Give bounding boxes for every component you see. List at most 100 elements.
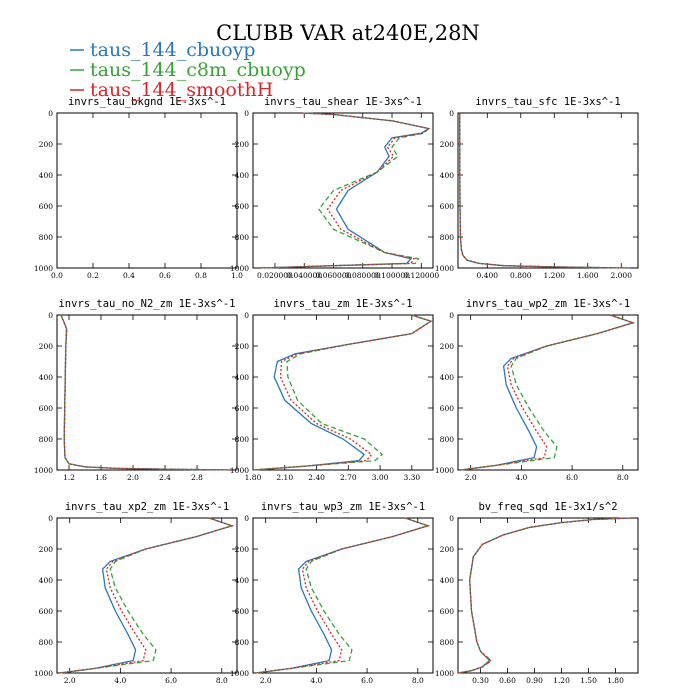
x-tick-label: 0.100000 bbox=[374, 271, 410, 280]
x-tick-label: 0.020000 bbox=[257, 271, 293, 280]
x-tick-label: 2.8 bbox=[191, 473, 203, 482]
series-line-taus_144_c8m_cbuoyp bbox=[457, 517, 632, 674]
x-tick-label: 2.40 bbox=[308, 473, 325, 482]
plot-frame bbox=[252, 314, 434, 471]
y-tick-label: 1000 bbox=[34, 466, 53, 475]
series-line-taus_144_c8m_cbuoyp bbox=[59, 517, 235, 674]
y-tick-label: 400 bbox=[440, 171, 455, 180]
series-line-taus_144_c8m_cbuoyp bbox=[252, 314, 433, 471]
panel-7: invrs_tau_xp2_zm 1E-3xs^-1 0 200 400 600 800 1… bbox=[34, 501, 238, 685]
legend: taus_144_cbuoyptaus_144_c8m_cbuoyptaus_1… bbox=[70, 39, 306, 101]
y-tick-label: 600 bbox=[440, 202, 455, 211]
series-line-taus_144_smoothH bbox=[255, 517, 431, 674]
x-tick-label: 4.0 bbox=[114, 676, 126, 685]
x-tick-label: 0.120000 bbox=[403, 271, 439, 280]
legend-item: taus_144_cbuoyp bbox=[70, 39, 256, 61]
series-line-taus_144_smoothH bbox=[459, 112, 630, 269]
x-tick-label: 2.000 bbox=[611, 271, 633, 280]
x-tick-label: 4.0 bbox=[515, 473, 527, 482]
y-tick-label: 600 bbox=[235, 607, 250, 616]
x-tick-label: 2.0 bbox=[127, 473, 139, 482]
series-line-taus_144_cbuoyp bbox=[60, 314, 238, 471]
x-tick-label: 6.0 bbox=[566, 473, 578, 482]
panels: invrs_tau_bkgnd 1E-3xs^-1 0 200 400 600 800 10… bbox=[34, 96, 639, 685]
y-tick-label: 1000 bbox=[435, 264, 454, 273]
y-tick-label: 600 bbox=[235, 404, 250, 413]
y-tick-label: 1000 bbox=[230, 466, 249, 475]
y-tick-label: 800 bbox=[235, 435, 250, 444]
x-tick-label: 2.0 bbox=[260, 676, 272, 685]
panel-title: invrs_tau_wp2_zm 1E-3xs^-1 bbox=[466, 298, 630, 310]
plot-frame bbox=[457, 112, 639, 269]
plot-frame bbox=[56, 314, 238, 471]
panel-title: invrs_tau_bkgnd 1E-3xs^-1 bbox=[68, 96, 226, 108]
x-tick-label: 1.200 bbox=[544, 271, 566, 280]
plot-frame bbox=[252, 517, 434, 674]
panel-9: bv_freq_sqd 1E-3x1/s^2 0 200 400 600 800 1000 0… bbox=[435, 501, 639, 685]
x-tick-label: 0.60 bbox=[499, 676, 516, 685]
x-tick-label: 3.30 bbox=[403, 473, 420, 482]
y-tick-label: 800 bbox=[440, 638, 455, 647]
y-tick-label: 800 bbox=[235, 233, 250, 242]
legend-label: taus_144_cbuoyp bbox=[90, 39, 256, 61]
x-tick-label: 0.400 bbox=[477, 271, 499, 280]
y-tick-label: 600 bbox=[440, 404, 455, 413]
x-tick-label: 6.0 bbox=[165, 676, 177, 685]
series-line-taus_144_cbuoyp bbox=[252, 314, 433, 471]
x-tick-label: 2.0 bbox=[465, 473, 477, 482]
y-tick-label: 1000 bbox=[230, 669, 249, 678]
panel-2: invrs_tau_shear 1E-3xs^-1 0 200 400 600 800 10… bbox=[230, 96, 440, 280]
x-tick-label: 0.30 bbox=[472, 676, 489, 685]
y-tick-label: 600 bbox=[440, 607, 455, 616]
panel-title: invrs_tau_zm 1E-3xs^-1 bbox=[273, 298, 412, 310]
panel-5: invrs_tau_zm 1E-3xs^-1 0 200 400 600 800 10001… bbox=[230, 298, 434, 482]
x-tick-label: 0.4 bbox=[123, 271, 135, 280]
y-tick-label: 400 bbox=[235, 576, 250, 585]
series-line-taus_144_c8m_cbuoyp bbox=[255, 517, 431, 674]
y-tick-label: 800 bbox=[440, 233, 455, 242]
x-tick-label: 8.0 bbox=[216, 676, 228, 685]
x-tick-label: 1.6 bbox=[95, 473, 107, 482]
series-line-taus_144_c8m_cbuoyp bbox=[459, 112, 630, 269]
series-line-taus_144_c8m_cbuoyp bbox=[460, 314, 636, 471]
y-tick-label: 600 bbox=[39, 607, 54, 616]
y-tick-label: 200 bbox=[39, 140, 54, 149]
y-tick-label: 400 bbox=[235, 171, 250, 180]
legend-label: taus_144_smoothH bbox=[90, 79, 273, 101]
y-tick-label: 0 bbox=[48, 109, 53, 118]
plot-frame bbox=[56, 112, 238, 269]
panel-title: invrs_tau_shear 1E-3xs^-1 bbox=[264, 96, 422, 108]
x-tick-label: 8.0 bbox=[412, 676, 424, 685]
x-tick-label: 4.0 bbox=[310, 676, 322, 685]
figure-title: CLUBB VAR at240E,28N bbox=[216, 21, 480, 45]
x-tick-label: 2.10 bbox=[276, 473, 293, 482]
y-tick-label: 400 bbox=[440, 373, 455, 382]
x-tick-label: 6.0 bbox=[361, 676, 373, 685]
y-tick-label: 800 bbox=[440, 435, 455, 444]
series-line-taus_144_smoothH bbox=[260, 112, 431, 269]
panel-title: invrs_tau_no_N2_zm 1E-3xs^-1 bbox=[58, 298, 235, 310]
series-line-taus_144_smoothH bbox=[252, 314, 433, 471]
panel-title: invrs_tau_xp2_zm 1E-3xs^-1 bbox=[65, 501, 229, 513]
y-tick-label: 400 bbox=[440, 576, 455, 585]
series-line-taus_144_smoothH bbox=[60, 314, 238, 471]
x-tick-label: 2.0 bbox=[64, 676, 76, 685]
y-tick-label: 800 bbox=[235, 638, 250, 647]
y-tick-label: 600 bbox=[235, 202, 250, 211]
plot-frame bbox=[457, 314, 639, 471]
y-tick-label: 200 bbox=[235, 342, 250, 351]
x-tick-label: 0.2 bbox=[87, 271, 99, 280]
y-tick-label: 200 bbox=[235, 140, 250, 149]
y-tick-label: 600 bbox=[39, 404, 54, 413]
y-tick-label: 0 bbox=[48, 514, 53, 523]
y-tick-label: 0 bbox=[449, 109, 454, 118]
series-line-taus_144_cbuoyp bbox=[260, 112, 431, 269]
x-tick-label: 2.70 bbox=[340, 473, 357, 482]
y-tick-label: 400 bbox=[39, 373, 54, 382]
y-tick-label: 0 bbox=[244, 514, 249, 523]
series-line-taus_144_smoothH bbox=[457, 517, 632, 674]
y-tick-label: 200 bbox=[39, 545, 54, 554]
y-tick-label: 0 bbox=[449, 514, 454, 523]
legend-label: taus_144_c8m_cbuoyp bbox=[90, 59, 306, 81]
